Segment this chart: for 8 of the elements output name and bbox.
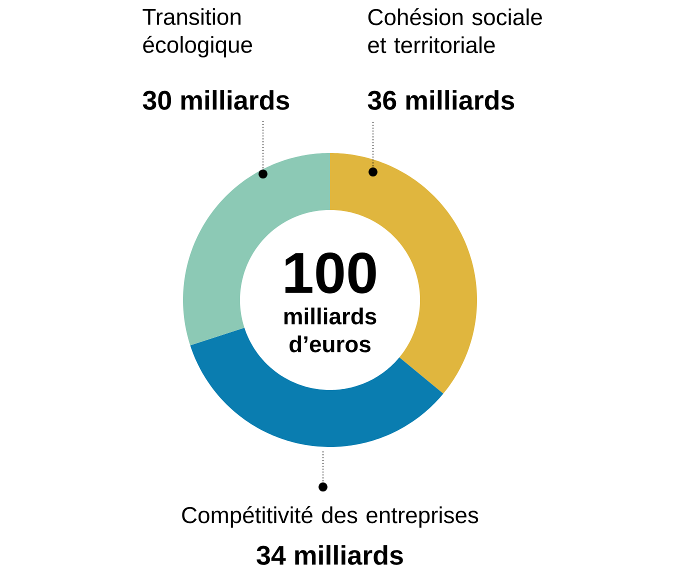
slice-label: Cohésion sociale et territoriale (368, 8, 542, 54)
slice-label: Compétitivité des entreprises (182, 506, 478, 528)
data-label: 30 milliards (142, 90, 290, 110)
slice-label: Transition écologique (142, 8, 252, 58)
text: 100 (285, 252, 376, 294)
data-label: 36 milliards (368, 90, 514, 110)
data-label: 34 milliards (256, 545, 403, 565)
text: milliards d’euros (284, 308, 376, 352)
